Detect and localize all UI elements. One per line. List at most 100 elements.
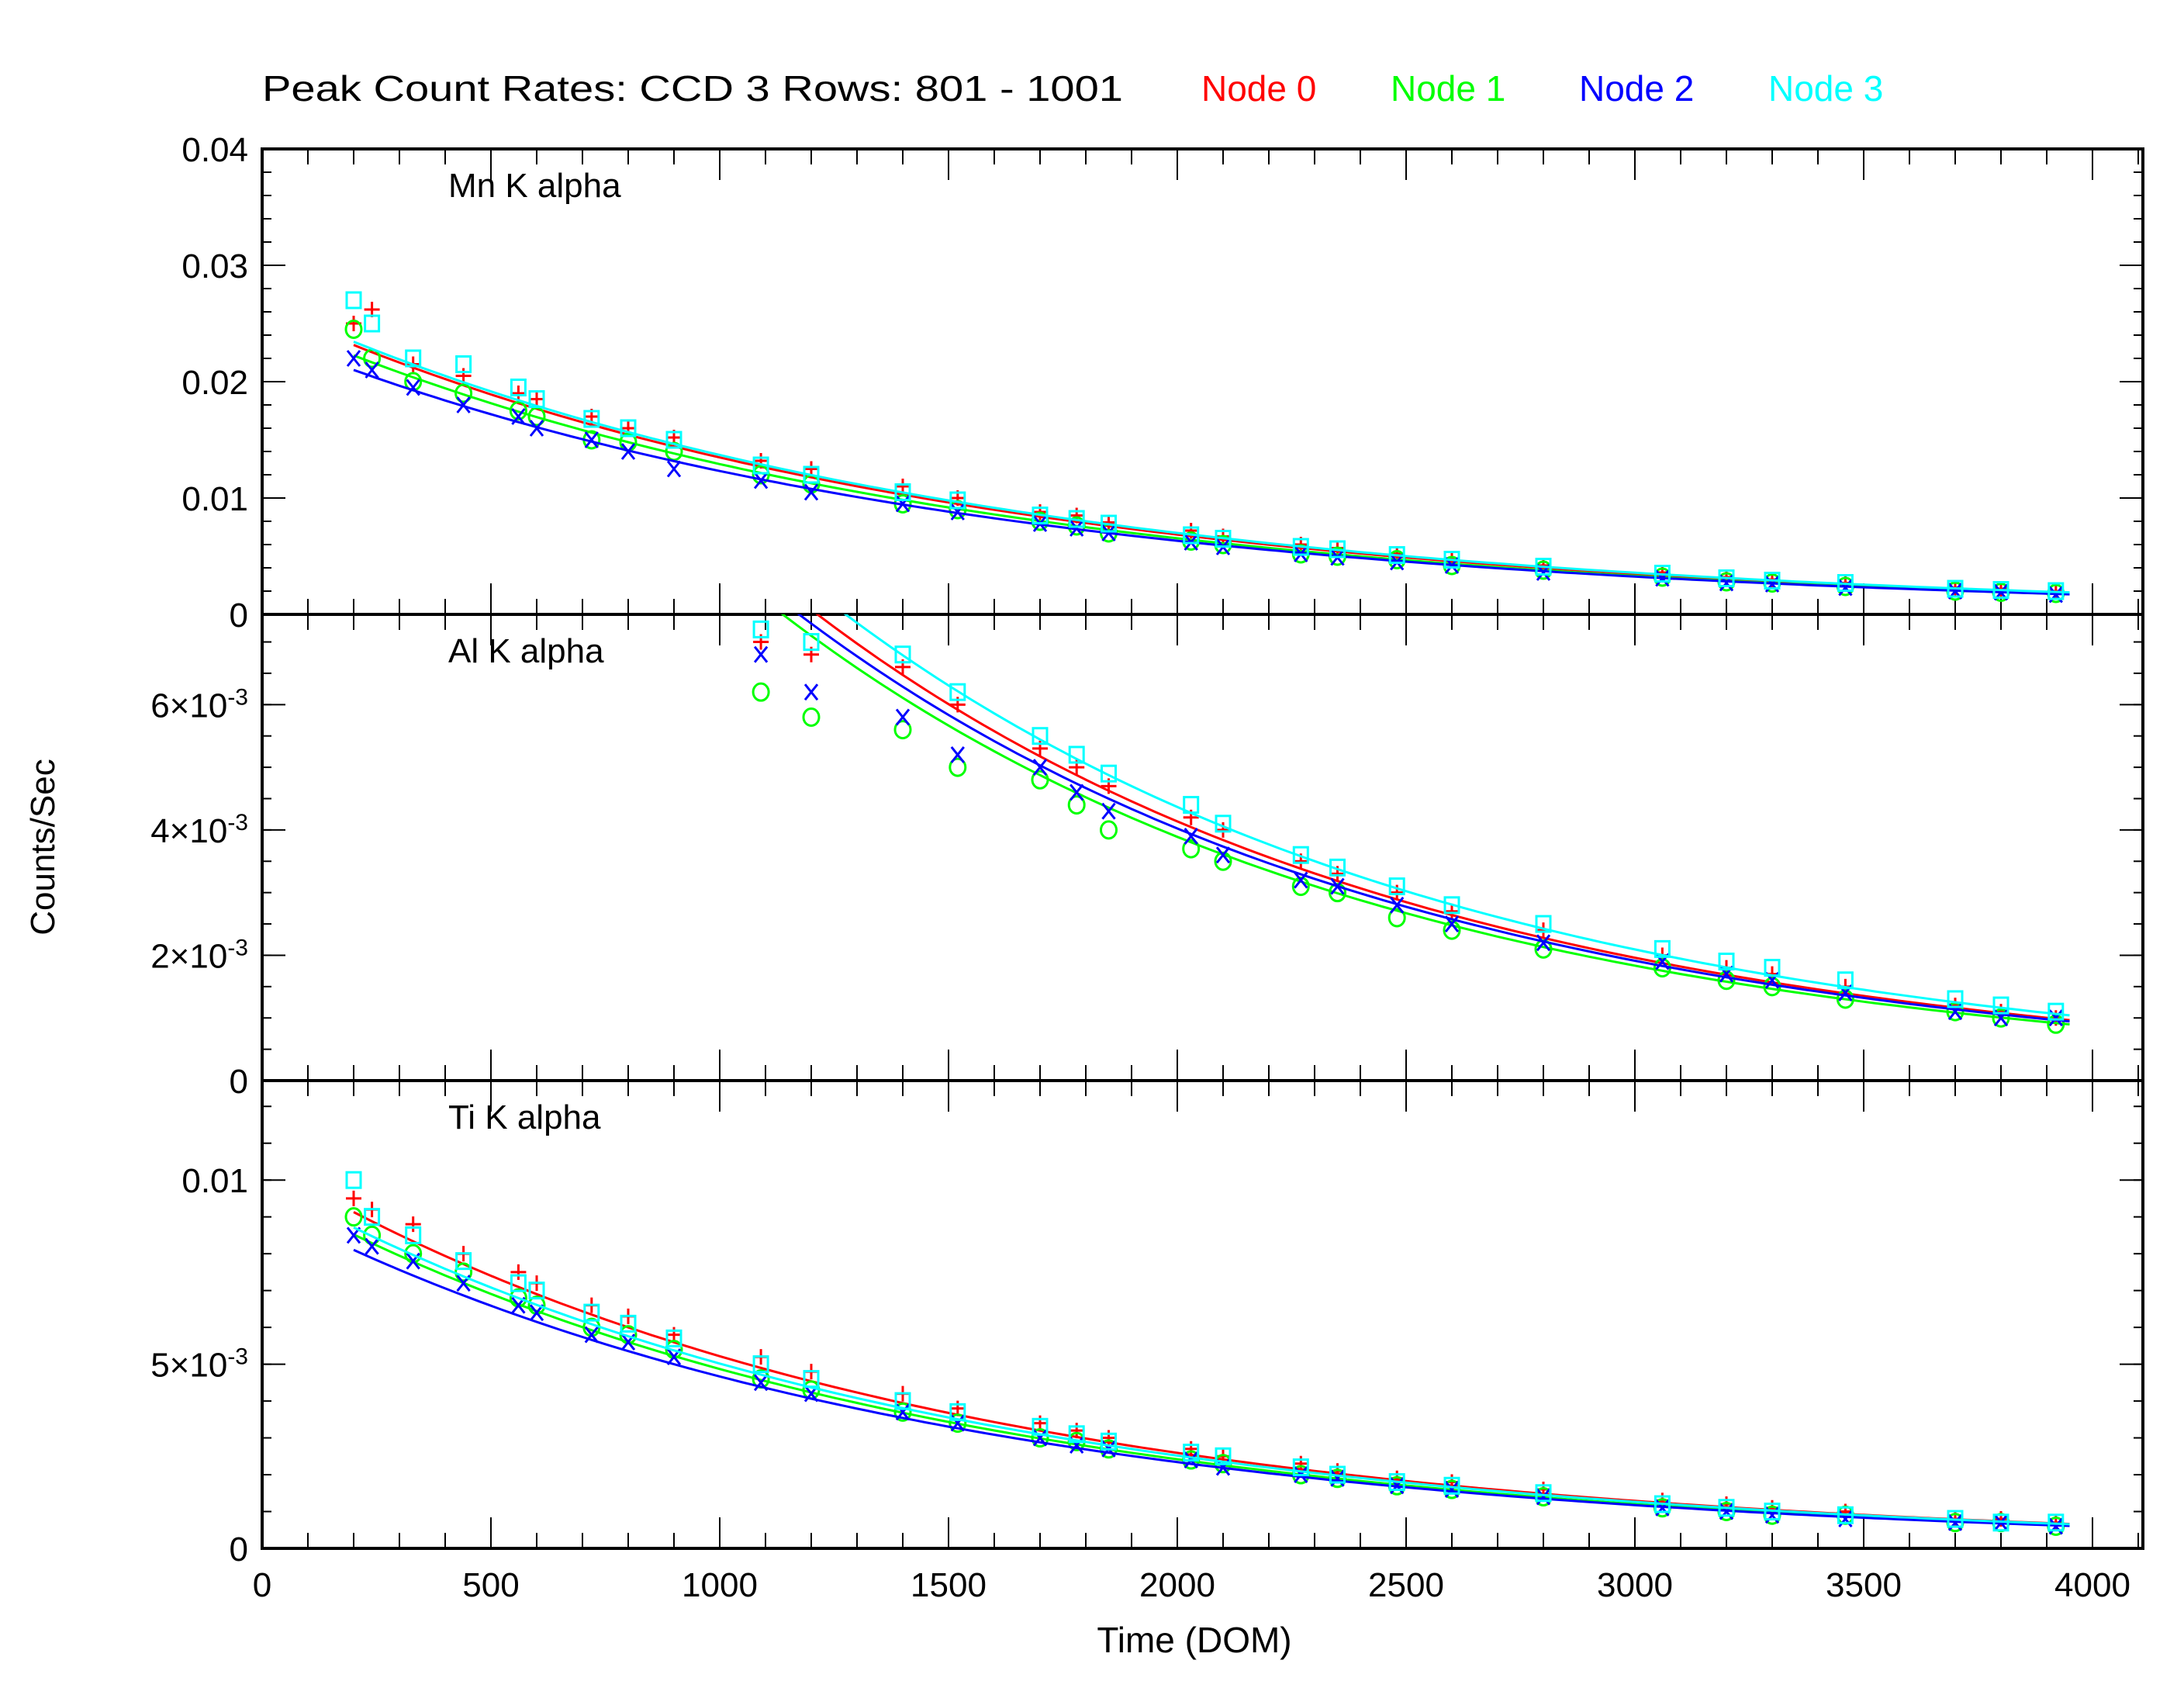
data-point-node-3 [1535, 558, 1552, 576]
y-tick-label: 4×10-3 [150, 809, 248, 850]
data-point-node-3 [1183, 1444, 1200, 1462]
data-point-node-0 [510, 386, 527, 401]
data-point-node-2 [584, 431, 599, 448]
data-point-node-3 [803, 633, 820, 652]
data-point-node-3 [1101, 764, 1117, 783]
data-point-node-3 [455, 1252, 472, 1271]
data-point-node-3 [803, 465, 820, 484]
y-tick-label-mantissa: 4×10 [150, 812, 227, 850]
fit-line-node-2 [353, 368, 2070, 596]
data-point-node-1 [1992, 1008, 2010, 1028]
data-point-node-0 [1183, 523, 1199, 538]
data-point-node-3 [583, 1303, 600, 1322]
fit-line-node-0 [815, 614, 2070, 1022]
data-point-node-2 [456, 396, 471, 413]
y-tick-label-mantissa: 6×10 [150, 687, 227, 725]
panel-al-k-alpha: 02×10-34×10-36×10-3Al K alpha [150, 613, 2144, 1101]
data-point-node-2 [753, 1374, 769, 1392]
panel-label: Mn K alpha [448, 167, 621, 205]
data-point-node-3 [528, 390, 545, 408]
x-tick-label: 1500 [911, 1566, 987, 1604]
y-axis-label: Counts/Sec [24, 759, 62, 935]
x-tick-label: 1000 [682, 1566, 758, 1604]
x-tick-label: 500 [462, 1566, 519, 1604]
y-tick-label: 0.04 [181, 131, 248, 169]
data-point-node-2 [1330, 877, 1345, 895]
data-point-node-1 [893, 720, 912, 740]
fit-line-node-0 [353, 1211, 2070, 1525]
panel-data [344, 291, 2070, 604]
data-point-node-1 [893, 1402, 912, 1422]
data-point-node-3 [1992, 996, 2009, 1015]
legend-node-0: Node 0 [1201, 68, 1316, 109]
data-point-node-3 [405, 349, 422, 368]
data-point-node-3 [1764, 1503, 1781, 1521]
data-point-node-3 [1992, 581, 2009, 599]
x-tick-label: 3500 [1826, 1566, 1902, 1604]
panel-label: Ti K alpha [448, 1098, 601, 1136]
fit-line-node-1 [353, 354, 2070, 596]
data-point-node-2 [1070, 783, 1084, 801]
data-point-node-1 [752, 682, 770, 702]
data-point-node-2 [584, 1326, 599, 1344]
data-point-node-2 [753, 472, 769, 489]
data-point-node-3 [1443, 1476, 1460, 1495]
data-point-node-3 [1718, 1499, 1735, 1517]
data-point-node-3 [1388, 546, 1405, 564]
fit-line-node-2 [353, 1248, 2070, 1527]
panel-ti-k-alpha: 0 5×10-3 0.01 Ti K alpha [150, 1079, 2144, 1569]
data-point-node-3 [752, 1355, 769, 1374]
data-point-node-3 [1101, 1432, 1117, 1451]
y-tick-label-mantissa: 0.01 [181, 480, 248, 518]
data-point-node-3 [1837, 574, 1854, 592]
y-tick-label-exponent: -3 [227, 1344, 248, 1369]
data-point-node-3 [528, 1282, 545, 1300]
data-point-node-2 [365, 1237, 379, 1255]
data-point-node-3 [1947, 990, 1964, 1008]
data-point-node-3 [894, 483, 911, 501]
data-point-node-3 [620, 419, 637, 438]
data-point-node-0 [455, 368, 472, 384]
data-point-node-2 [511, 408, 526, 425]
data-point-node-3 [894, 1392, 911, 1410]
data-point-node-2 [406, 379, 420, 396]
data-point-node-3 [1947, 1510, 1964, 1528]
data-point-node-0 [1215, 822, 1231, 838]
data-point-node-3 [1764, 572, 1781, 590]
data-point-node-3 [455, 355, 472, 373]
data-point-node-2 [803, 683, 819, 701]
data-point-node-3 [364, 314, 381, 333]
x-tick-label: 2500 [1368, 1566, 1444, 1604]
data-point-node-2 [950, 746, 965, 763]
data-point-node-3 [2047, 1513, 2065, 1532]
data-point-node-3 [949, 491, 966, 510]
y-tick-label-mantissa: 0.01 [181, 1162, 248, 1200]
data-point-node-3 [1032, 727, 1049, 745]
data-point-node-3 [1183, 796, 1200, 815]
data-point-node-3 [1068, 510, 1085, 528]
y-tick-label-exponent: -3 [227, 935, 248, 960]
data-point-node-3 [1292, 538, 1309, 556]
fit-line-node-1 [780, 614, 2070, 1026]
data-point-node-3 [1718, 953, 1735, 971]
data-point-node-3 [665, 431, 682, 449]
data-point-node-2 [753, 645, 769, 663]
data-point-node-2 [620, 443, 636, 460]
data-point-node-3 [1329, 540, 1346, 559]
data-point-node-3 [2047, 1002, 2065, 1021]
panel-data [752, 614, 2070, 1034]
data-point-node-3 [1329, 1465, 1346, 1484]
data-point-node-3 [345, 1171, 362, 1189]
data-point-node-3 [1947, 579, 1964, 598]
data-point-node-1 [1443, 920, 1461, 940]
data-point-node-3 [1718, 569, 1735, 587]
data-point-node-3 [1837, 971, 1854, 990]
y-tick-label-mantissa: 0 [230, 597, 248, 635]
data-point-node-3 [1292, 1458, 1309, 1477]
fit-line-node-3 [353, 341, 2070, 594]
data-point-node-2 [1101, 802, 1116, 820]
data-point-node-1 [1291, 877, 1310, 897]
legend-node-1: Node 1 [1391, 68, 1505, 109]
plot-frame [261, 1079, 2144, 1550]
